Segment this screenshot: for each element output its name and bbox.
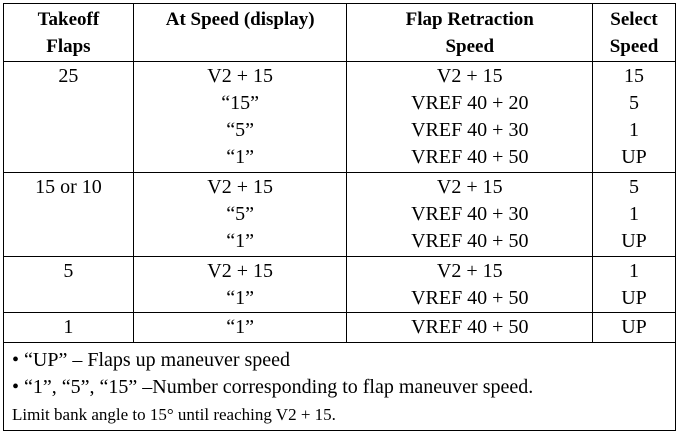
retraction-value: V2 + 15: [436, 259, 503, 282]
select-value: UP: [621, 316, 647, 339]
select-value: 5: [629, 91, 640, 114]
retraction-cell: VREF 40 + 50: [346, 312, 594, 343]
retraction-value: VREF 40 + 50: [411, 286, 529, 309]
header-select-speed-line2: Speed: [609, 36, 659, 58]
table-row: 15 or 10 V2 + 15 “5” “1” V2 + 15 VREF 40…: [3, 171, 676, 257]
select-value: 1: [629, 203, 640, 226]
at-speed-value: “1”: [226, 316, 255, 339]
notes-cell: • “UP” – Flaps up maneuver speed • “1”, …: [3, 341, 676, 431]
flap-retraction-table: Takeoff Flaps At Speed (display) Flap Re…: [3, 3, 676, 431]
retraction-cell: V2 + 15 VREF 40 + 50: [346, 255, 594, 314]
flaps-value: 25: [58, 64, 79, 87]
at-speed-value: “5”: [226, 119, 255, 142]
header-takeoff-flaps: Takeoff Flaps: [3, 3, 134, 62]
header-flap-retraction-speed: Flap Retraction Speed: [346, 3, 594, 62]
header-flap-retraction-line2: Speed: [445, 36, 495, 58]
at-speed-cell: “1”: [132, 312, 348, 343]
header-takeoff-flaps-line1: Takeoff: [37, 9, 100, 30]
flaps-cell: 15 or 10: [3, 171, 134, 257]
header-flap-retraction-line1: Flap Retraction: [405, 9, 534, 30]
select-value: 1: [629, 119, 640, 142]
select-cell: 1 UP: [592, 255, 676, 314]
at-speed-value: “1”: [226, 230, 255, 253]
flaps-cell: 1: [3, 312, 134, 343]
note-number-definition: • “1”, “5”, “15” –Number corresponding t…: [12, 375, 534, 398]
retraction-value: V2 + 15: [436, 175, 503, 198]
retraction-value: V2 + 15: [436, 64, 503, 87]
header-takeoff-flaps-line2: Flaps: [46, 36, 91, 58]
header-select-speed: Select Speed: [592, 3, 676, 62]
retraction-value: VREF 40 + 30: [411, 119, 529, 142]
select-value: UP: [621, 286, 647, 309]
header-at-speed-label: At Speed (display): [165, 9, 315, 30]
select-cell: 5 1 UP: [592, 171, 676, 257]
table-row: 25 V2 + 15 “15” “5” “1” V2 + 15 VREF 40 …: [3, 60, 676, 173]
at-speed-value: V2 + 15: [207, 64, 274, 87]
select-value: UP: [621, 146, 647, 169]
at-speed-value: “5”: [226, 203, 255, 226]
flaps-value: 15 or 10: [35, 175, 102, 198]
select-cell: 15 5 1 UP: [592, 60, 676, 173]
at-speed-value: “15”: [221, 91, 260, 114]
flaps-cell: 5: [3, 255, 134, 314]
select-value: 1: [629, 259, 640, 282]
at-speed-cell: V2 + 15 “1”: [132, 255, 348, 314]
at-speed-cell: V2 + 15 “5” “1”: [132, 171, 348, 257]
flaps-value: 1: [63, 316, 74, 339]
header-at-speed: At Speed (display): [132, 3, 348, 62]
table-row: 5 V2 + 15 “1” V2 + 15 VREF 40 + 50 1 UP: [3, 255, 676, 314]
select-value: UP: [621, 230, 647, 253]
note-bank-angle-limit: Limit bank angle to 15° until reaching V…: [12, 404, 336, 424]
at-speed-value: “1”: [226, 286, 255, 309]
at-speed-cell: V2 + 15 “15” “5” “1”: [132, 60, 348, 173]
select-value: 5: [629, 175, 640, 198]
retraction-cell: V2 + 15 VREF 40 + 30 VREF 40 + 50: [346, 171, 594, 257]
retraction-value: VREF 40 + 20: [411, 91, 529, 114]
header-row: Takeoff Flaps At Speed (display) Flap Re…: [3, 3, 676, 62]
at-speed-value: V2 + 15: [207, 175, 274, 198]
note-up-definition: • “UP” – Flaps up maneuver speed: [12, 348, 291, 371]
retraction-cell: V2 + 15 VREF 40 + 20 VREF 40 + 30 VREF 4…: [346, 60, 594, 173]
retraction-value: VREF 40 + 30: [411, 203, 529, 226]
flaps-cell: 25: [3, 60, 134, 173]
at-speed-value: “1”: [226, 146, 255, 169]
flaps-value: 5: [63, 259, 74, 282]
retraction-value: VREF 40 + 50: [411, 230, 529, 253]
retraction-value: VREF 40 + 50: [411, 316, 529, 339]
at-speed-value: V2 + 15: [207, 259, 274, 282]
header-select-speed-line1: Select: [610, 9, 658, 30]
select-value: 15: [624, 64, 645, 87]
retraction-value: VREF 40 + 50: [411, 146, 529, 169]
select-cell: UP: [592, 312, 676, 343]
table-row: 1 “1” VREF 40 + 50 UP: [3, 312, 676, 343]
notes-row: • “UP” – Flaps up maneuver speed • “1”, …: [3, 341, 676, 431]
